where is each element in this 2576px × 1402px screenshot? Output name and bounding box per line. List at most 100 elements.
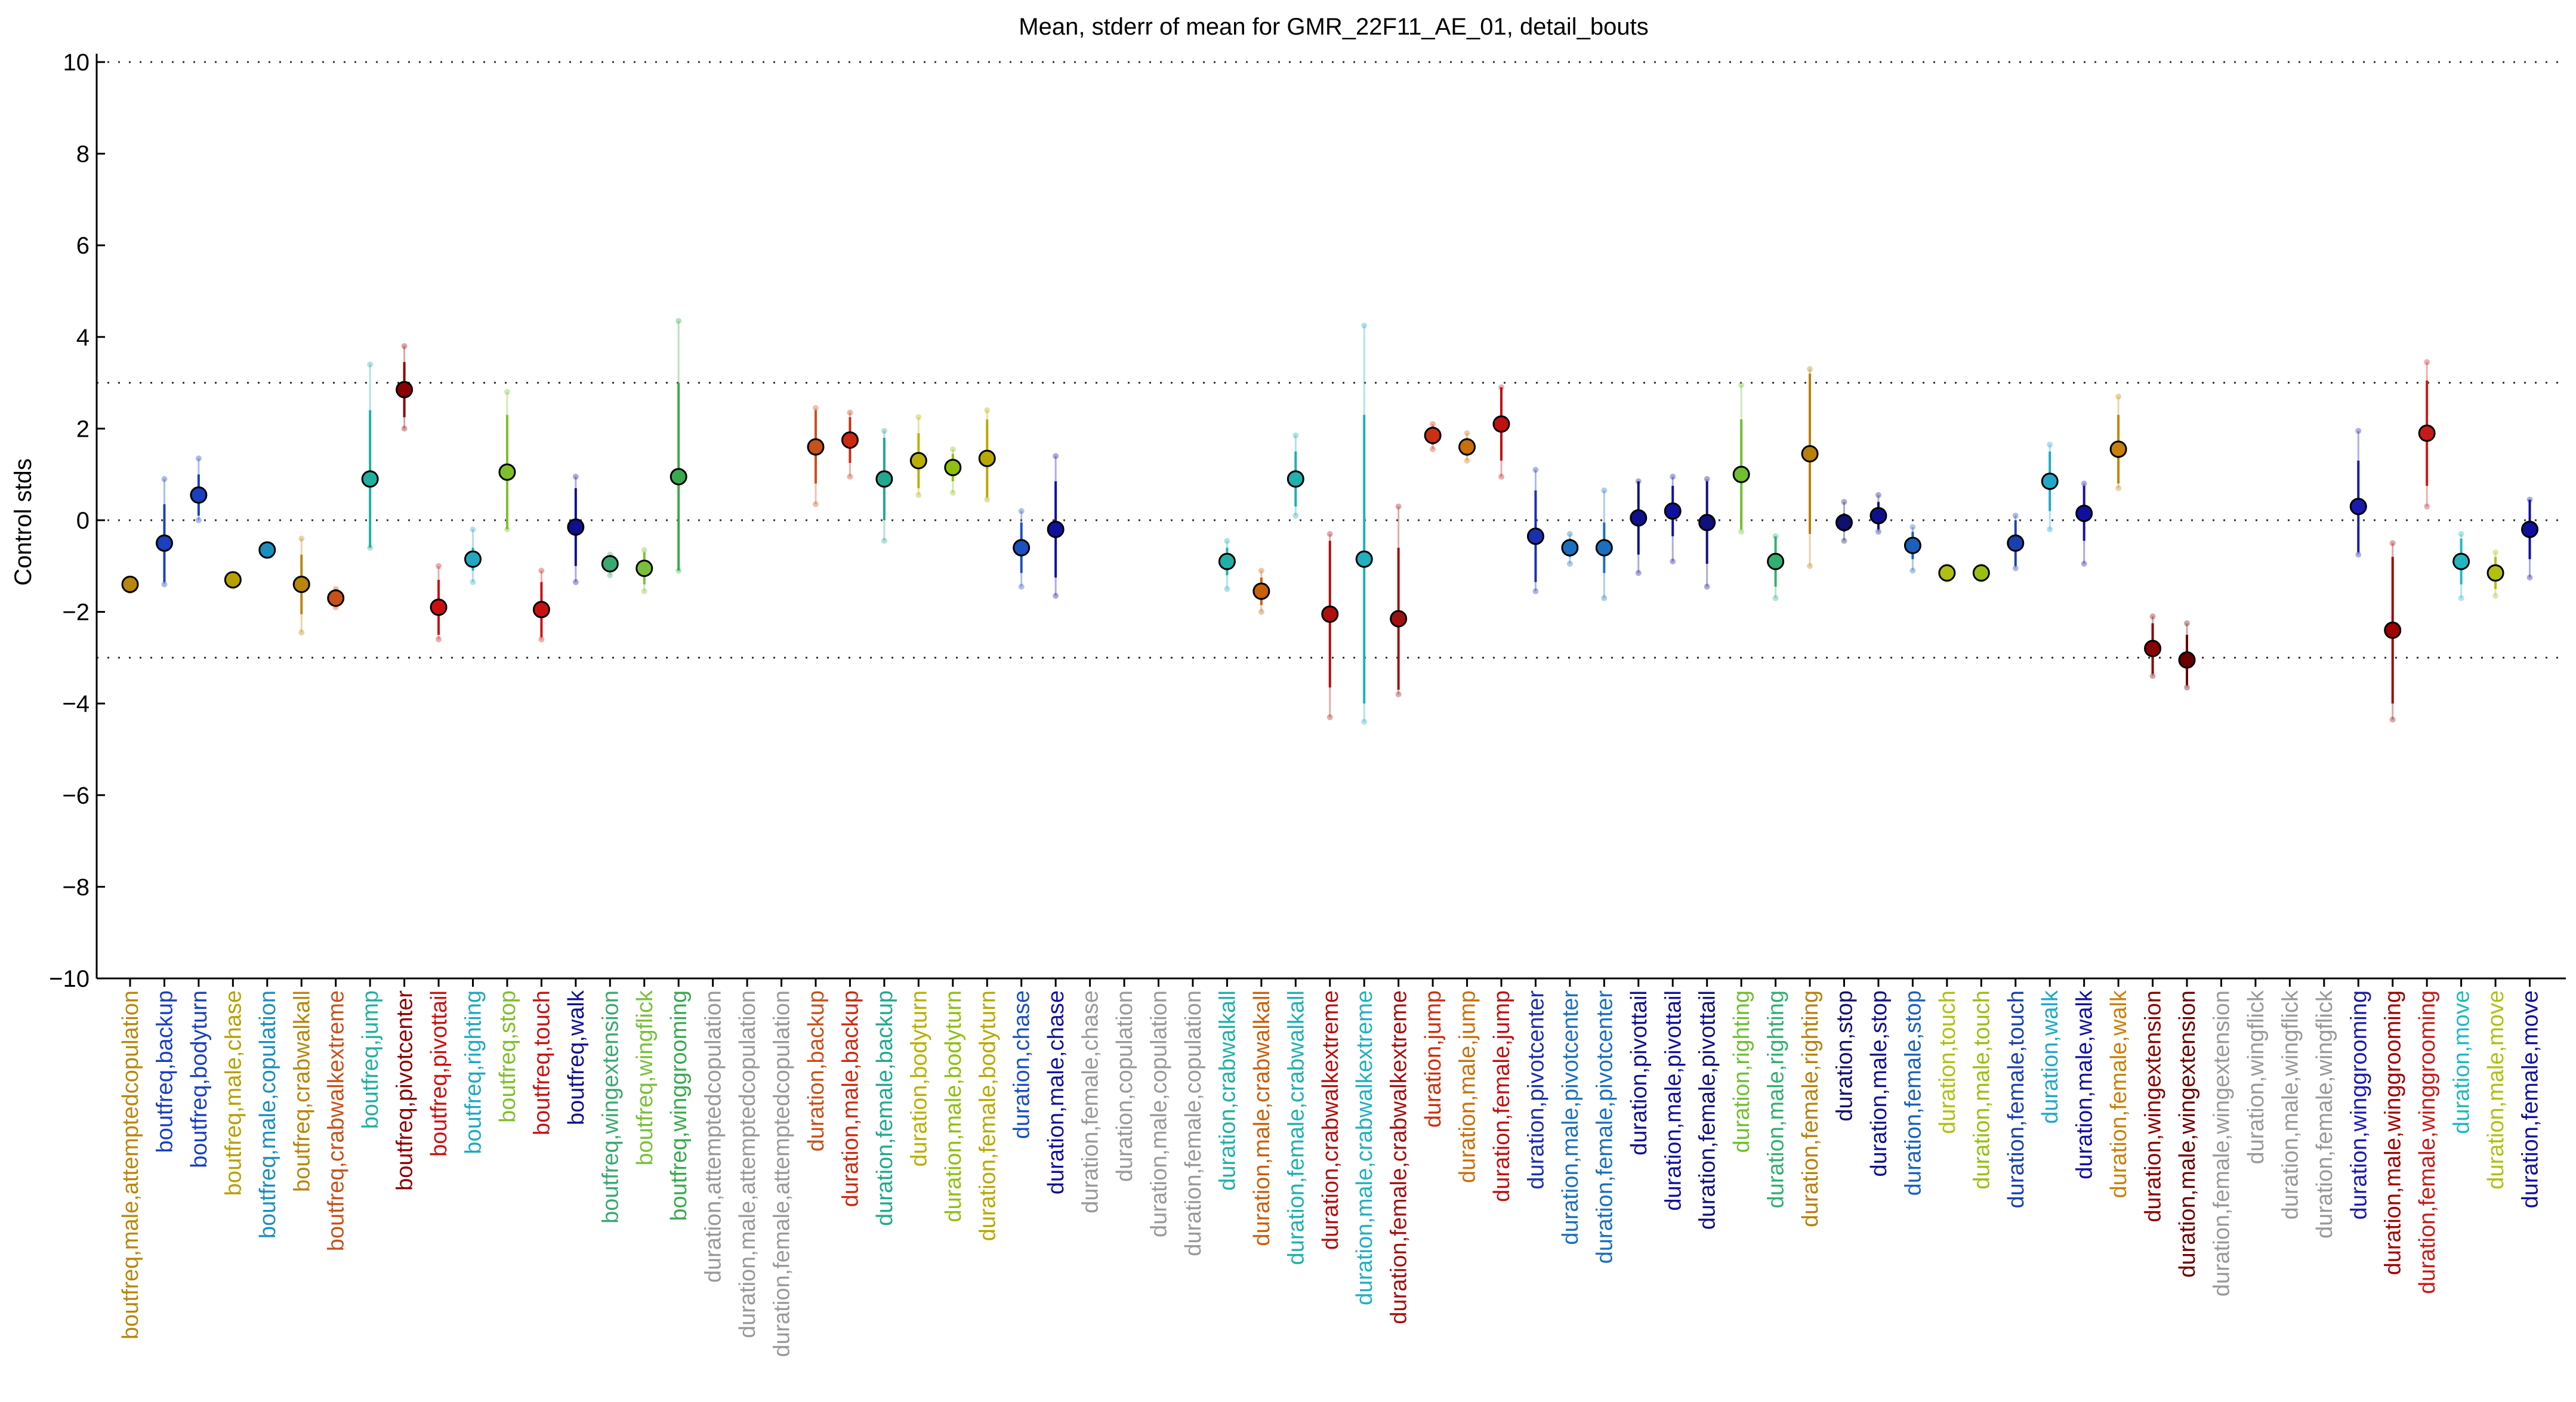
range-end: [1807, 366, 1813, 372]
x-tick-label: duration,female,righting: [1798, 990, 1823, 1227]
mean-point: [1904, 536, 1921, 554]
mean-point: [532, 601, 550, 619]
mean-point: [875, 470, 893, 488]
range-end: [1772, 595, 1779, 601]
y-axis-label: Control stds: [10, 458, 36, 585]
range-end: [1326, 714, 1333, 721]
mean-point: [430, 598, 448, 616]
mean-point: [1390, 610, 1408, 628]
mean-point: [2349, 498, 2367, 515]
range-end: [1053, 592, 1059, 599]
mean-point: [1938, 564, 1956, 582]
mean-point: [1972, 564, 1990, 582]
mean-point: [841, 431, 859, 449]
mean-point: [190, 486, 208, 504]
x-tick-label: duration,female,copulation: [1181, 990, 1206, 1256]
x-tick-label: boutfreq,wingextension: [598, 990, 623, 1224]
x-tick-label: duration,male,backup: [838, 990, 863, 1207]
mean-point: [2075, 504, 2093, 522]
range-end: [1875, 529, 1881, 535]
data-points: [121, 381, 2538, 669]
y-tick-label: −6: [62, 783, 90, 809]
range-end: [2458, 531, 2464, 538]
x-tick-label: duration,female,bodyturn: [975, 990, 1000, 1241]
x-tick-labels: boutfreq,male,attemptedcopulation boutfre…: [118, 990, 2543, 1357]
range-end: [1326, 531, 1333, 538]
range-end: [675, 317, 682, 324]
range-end: [1670, 474, 1676, 480]
range-end: [1532, 588, 1539, 595]
x-tick-label: duration,male,bodyturn: [941, 990, 966, 1222]
range-end: [813, 501, 819, 508]
range-end: [1909, 524, 1916, 530]
mean-point: [1218, 552, 1236, 570]
x-tick-label: duration,crabwalkall: [1215, 990, 1240, 1191]
mean-point: [2418, 424, 2436, 442]
range-end: [1292, 432, 1299, 438]
range-end: [1532, 467, 1539, 473]
range-end: [1738, 382, 1745, 388]
range-end: [915, 492, 922, 498]
x-tick-label: duration,female,winggrooming: [2415, 990, 2440, 1294]
range-end: [1704, 475, 1710, 482]
mean-point: [1732, 465, 1750, 483]
mean-point: [1252, 582, 1270, 600]
range-end: [161, 581, 168, 588]
mean-point: [498, 463, 516, 481]
range-end: [1430, 446, 1436, 452]
x-tick-label: duration,female,crabwalkextreme: [1387, 990, 1412, 1324]
mean-point: [635, 560, 653, 578]
x-tick-label: duration,male,attemptedcopulation: [735, 990, 760, 1338]
mean-point: [2384, 621, 2402, 639]
range-end: [813, 404, 819, 411]
x-tick-label: duration,male,crabwalkall: [1250, 990, 1275, 1246]
y-tick-label: −8: [62, 874, 90, 900]
range-end: [1704, 583, 1710, 590]
range-end: [538, 567, 545, 574]
range-end: [2424, 503, 2430, 509]
x-tick-label: duration,male,copulation: [1147, 990, 1172, 1237]
x-tick-label: duration,female,jump: [1489, 990, 1514, 1202]
x-tick-label: duration,female,walk: [2106, 990, 2131, 1199]
range-end: [984, 496, 991, 503]
mean-point: [2452, 552, 2470, 570]
range-end: [641, 588, 647, 595]
x-tick-label: boutfreq,righting: [461, 990, 486, 1154]
x-tick-label: duration,male,crabwalkextreme: [1352, 990, 1377, 1305]
mean-point: [601, 555, 619, 573]
range-end: [470, 579, 476, 585]
x-tick-label: boutfreq,walk: [564, 990, 589, 1125]
range-end: [847, 409, 853, 416]
x-tick-label: duration,male,move: [2484, 990, 2509, 1190]
range-end: [1395, 691, 1402, 697]
range-end: [1841, 538, 1847, 544]
mean-point: [1526, 527, 1544, 545]
range-end: [1566, 531, 1573, 538]
mean-point: [224, 571, 242, 589]
range-end: [949, 446, 956, 452]
range-end: [2526, 575, 2533, 580]
range-end: [2012, 565, 2019, 572]
range-end: [2355, 551, 2362, 558]
mean-point: [155, 534, 173, 552]
range-end: [1498, 474, 1504, 480]
x-tick-label: duration,move: [2449, 990, 2475, 1134]
range-end: [298, 629, 305, 636]
x-tick-label: boutfreq,male,copulation: [255, 990, 280, 1239]
mean-point: [1424, 427, 1442, 444]
y-tick-label: 0: [76, 508, 90, 534]
range-end: [2149, 613, 2156, 620]
x-tick-label: duration,winggrooming: [2346, 990, 2371, 1219]
range-end: [1053, 453, 1059, 459]
x-tick-label: duration,copulation: [1112, 990, 1137, 1182]
x-tick-label: duration,righting: [1729, 990, 1754, 1153]
x-tick-label: boutfreq,crabwalkall: [289, 990, 314, 1192]
mean-point: [1869, 507, 1887, 524]
x-tick-label: boutfreq,touch: [529, 990, 554, 1135]
range-end: [1258, 567, 1264, 574]
range-end: [401, 425, 408, 432]
mean-point: [1321, 605, 1339, 623]
x-tick-label: duration,male,touch: [1969, 990, 1994, 1190]
